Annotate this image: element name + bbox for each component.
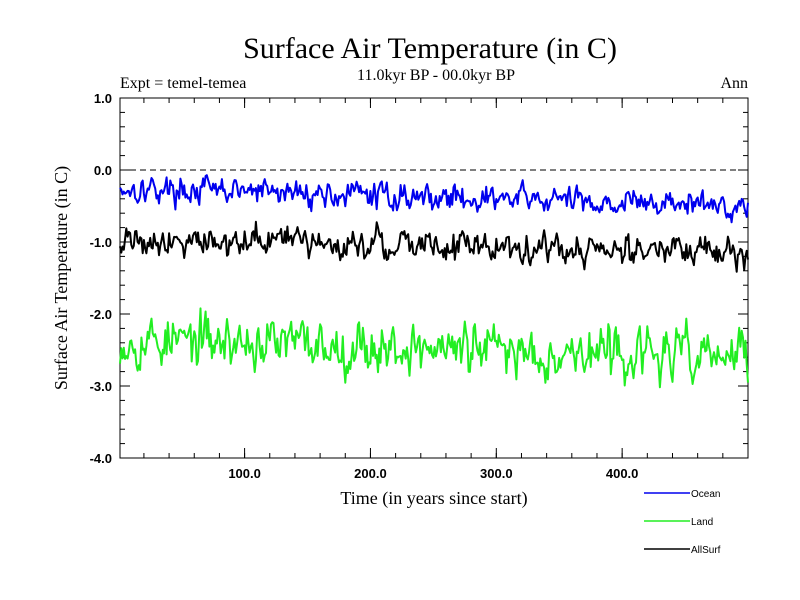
x-tick-label: 300.0 [480,466,513,481]
legend-label-ocean: Ocean [691,489,720,500]
chart-title: Surface Air Temperature (in C) [243,32,617,65]
y-tick-label: -3.0 [90,379,112,394]
chart-subtitle: 11.0kyr BP - 00.0kyr BP [357,67,515,84]
x-axis-label: Time (in years since start) [340,488,527,509]
y-tick-label: -2.0 [90,307,112,322]
series-line-allsurf [119,220,749,273]
y-tick-label: -1.0 [90,235,112,250]
x-tick-label: 400.0 [606,466,639,481]
legend-label-allsurf: AllSurf [691,545,721,556]
period-label: Ann [720,75,748,92]
legend-label-land: Land [691,517,713,528]
series-line-land [119,307,749,389]
y-tick-label: 0.0 [94,163,112,178]
y-axis-label: Surface Air Temperature (in C) [51,166,72,390]
x-tick-label: 100.0 [228,466,261,481]
legend: Ocean Land AllSurf [644,489,721,556]
plot-frame [119,97,749,459]
x-tick-label: 200.0 [354,466,387,481]
y-tick-label: 1.0 [94,91,112,106]
series-line-ocean [119,174,749,224]
y-tick-label: -4.0 [90,451,112,466]
experiment-label: Expt = temel-temea [120,75,246,92]
